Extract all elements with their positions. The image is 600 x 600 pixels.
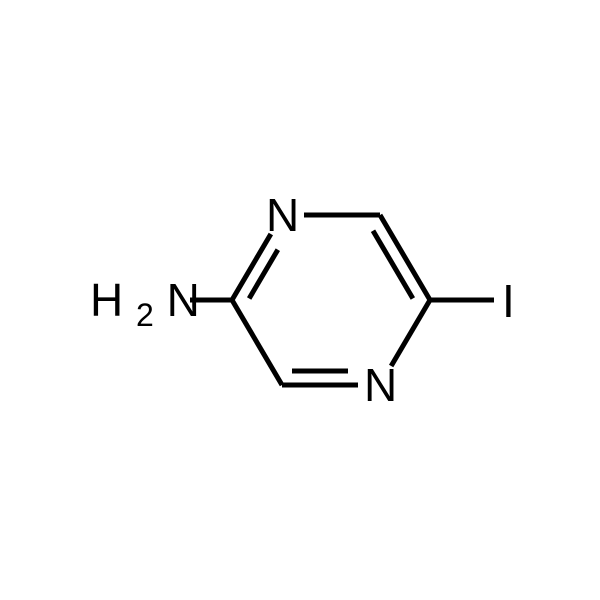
iodine-label: I — [502, 275, 515, 327]
ring-nitrogen-top: N — [266, 189, 299, 241]
ring-nitrogen-bottom: N — [364, 359, 397, 411]
amine-H: H — [90, 274, 123, 326]
bond-line — [249, 250, 278, 299]
bonds-layer — [190, 215, 494, 385]
molecule-diagram: H 2 N N N I — [0, 0, 600, 600]
amine-label: H 2 N — [90, 274, 200, 336]
bond-line — [232, 300, 282, 385]
bond-line — [391, 300, 430, 366]
amine-subscript-2: 2 — [136, 297, 154, 333]
amine-N: N — [167, 274, 200, 326]
